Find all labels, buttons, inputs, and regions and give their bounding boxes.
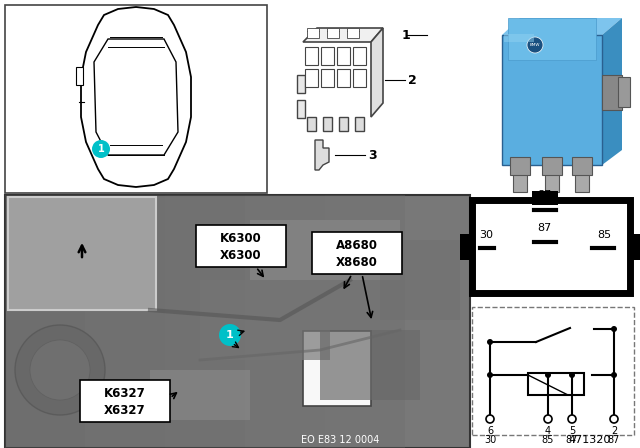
Text: 471320: 471320 [569,435,611,445]
Circle shape [544,415,552,423]
Bar [572,157,592,175]
Text: 87: 87 [608,435,620,445]
Circle shape [545,372,551,378]
Bar [502,35,602,165]
Circle shape [486,415,494,423]
Bar [321,69,334,87]
Bar [618,77,630,107]
Text: 4: 4 [545,426,551,436]
Circle shape [611,372,617,378]
Text: A8680
X8680: A8680 X8680 [336,239,378,269]
Text: 1: 1 [98,144,104,154]
Bar [513,168,527,192]
Text: 87: 87 [537,190,551,200]
Bar [460,234,474,260]
Bar [196,225,286,267]
Bar [303,331,371,406]
Polygon shape [315,140,329,170]
Text: 5: 5 [569,426,575,436]
Polygon shape [602,18,622,165]
Bar [165,195,245,448]
Bar [320,330,420,400]
Bar [504,34,534,42]
Bar [502,35,602,165]
Circle shape [30,340,90,400]
Circle shape [487,339,493,345]
Bar [307,28,319,38]
Bar [339,117,348,131]
Bar [380,240,460,320]
Bar [76,67,83,85]
Bar [250,220,400,280]
Bar [5,5,267,193]
Text: 1: 1 [401,29,410,42]
Bar [8,197,156,310]
Bar [542,157,562,175]
Bar [85,195,165,448]
Bar [472,200,630,293]
Text: K6300
X6300: K6300 X6300 [220,232,262,262]
Bar [353,69,366,87]
Circle shape [92,140,110,158]
Bar [545,168,559,192]
Bar [323,117,332,131]
Circle shape [568,415,576,423]
Text: 1: 1 [226,330,234,340]
Bar [472,307,634,435]
Circle shape [15,325,105,415]
Text: 85: 85 [597,230,611,240]
Bar [312,232,402,274]
Bar [5,195,85,448]
Text: EO E83 12 0004: EO E83 12 0004 [301,435,379,445]
Bar [80,380,170,422]
Bar [297,100,305,118]
Polygon shape [94,39,178,155]
Text: BMW: BMW [530,43,540,47]
Polygon shape [371,28,383,117]
Bar [508,18,596,60]
Bar [305,47,318,65]
Bar [327,28,339,38]
Circle shape [610,415,618,423]
Bar [510,157,530,175]
Text: 6: 6 [487,426,493,436]
Bar [347,28,359,38]
Text: 3: 3 [368,148,376,161]
Bar [307,117,316,131]
Bar [5,195,470,448]
Bar [245,195,325,448]
Text: K6327
X6327: K6327 X6327 [104,387,146,417]
Bar [337,69,350,87]
Polygon shape [303,28,383,42]
Text: 30: 30 [479,230,493,240]
Polygon shape [502,18,622,35]
Circle shape [219,324,241,346]
Text: 2: 2 [611,426,617,436]
Bar [297,75,305,93]
Bar [337,47,350,65]
Bar [355,117,364,131]
Circle shape [487,372,493,378]
Circle shape [569,372,575,378]
Circle shape [611,326,617,332]
Bar [575,168,589,192]
Text: 87: 87 [566,435,578,445]
Bar [321,47,334,65]
Bar [528,373,584,395]
Bar [200,280,330,360]
Bar [325,195,405,448]
Text: 85: 85 [542,435,554,445]
Bar [353,47,366,65]
Bar [602,75,622,110]
Circle shape [527,37,543,53]
Bar [150,370,250,420]
Text: 87: 87 [537,223,551,233]
Bar [628,234,640,260]
Polygon shape [81,7,191,187]
Bar [305,69,318,87]
Text: 2: 2 [408,73,417,86]
Bar [532,191,558,205]
Text: 30: 30 [484,435,496,445]
